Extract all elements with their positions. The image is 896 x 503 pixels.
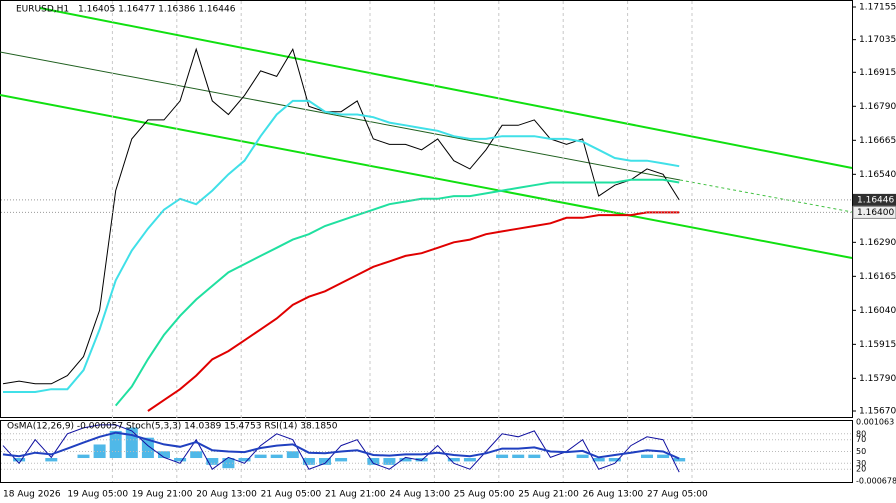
osma-bar: [608, 458, 621, 462]
trend-channel: [0, 7, 853, 259]
osma-bar: [399, 458, 412, 462]
osma-bar: [238, 458, 251, 462]
x-tick-label: 21 Aug 05:00: [261, 490, 322, 500]
y-tick-label: 1.16040: [859, 306, 896, 316]
y2-tick-label: 20: [856, 465, 866, 474]
symbol-title: EURUSD,H1: [16, 5, 69, 15]
y-tick-label: 1.15670: [859, 407, 896, 417]
level-label: 1.16400: [857, 208, 894, 218]
y2-tick-label: 30: [856, 459, 866, 468]
x-tick-label: 18 Aug 2026: [3, 490, 61, 500]
x-tick-label: 27 Aug 05:00: [647, 490, 708, 500]
y-tick-label: 1.17155: [859, 3, 896, 13]
osma-bar: [576, 454, 589, 459]
y-tick-label: 1.15915: [859, 340, 896, 350]
osma-bar: [641, 454, 653, 459]
osma-bar: [657, 454, 670, 459]
osma-bar: [383, 458, 396, 465]
y-tick-label: 1.16165: [859, 272, 896, 282]
osma-bar: [335, 458, 348, 462]
y2-tick-label: 80: [856, 429, 866, 438]
osma-bar: [77, 454, 90, 459]
osma-bar: [206, 458, 219, 465]
y-tick-label: 1.16915: [859, 68, 896, 78]
osma-bar: [13, 458, 26, 462]
moving-average: [147, 211, 680, 412]
x-tick-label: 19 Aug 05:00: [67, 490, 128, 500]
osma-bar: [319, 458, 331, 465]
osma-bar: [673, 458, 686, 462]
channel-mid: [0, 51, 681, 181]
osma-bar: [512, 454, 525, 459]
osma-bar: [174, 458, 187, 462]
osma-bar: [158, 451, 170, 459]
bid-label: 1.16446: [857, 195, 894, 205]
osma-bar: [415, 458, 428, 462]
y-tick-label: 1.16790: [859, 102, 896, 112]
osma-bar: [45, 458, 58, 462]
moving-average: [3, 99, 680, 393]
y-tick-label: 1.15790: [859, 374, 896, 384]
osma-bar: [463, 458, 476, 462]
x-tick-label: 25 Aug 21:00: [518, 490, 579, 500]
osma-bar: [222, 458, 235, 469]
channel-upper: [39, 7, 853, 169]
osma-bar: [125, 427, 138, 459]
oscillator-line: [2, 431, 680, 460]
moving-average: [114, 178, 680, 407]
x-tick-label: 21 Aug 21:00: [325, 490, 386, 500]
osma-bar: [270, 454, 283, 459]
osma-bar: [109, 430, 122, 459]
level-box: [852, 205, 896, 219]
y-tick-label: 1.16540: [859, 170, 896, 180]
bid-box: [853, 193, 896, 206]
price-line: [2, 47, 680, 385]
indicator-title: OsMA(12,26,9) -0.000057 Stoch(5,3,3) 14.…: [7, 422, 338, 432]
x-tick-label: 20 Aug 13:00: [196, 490, 257, 500]
osma-bar: [367, 458, 380, 465]
y-tick-label: -0.000678: [856, 477, 896, 486]
channel-lower: [0, 94, 853, 259]
y-tick-label: 0.001063: [856, 418, 894, 427]
osma-bar: [447, 458, 460, 462]
x-tick-label: 19 Aug 21:00: [132, 490, 193, 500]
y2-tick-label: 50: [856, 447, 866, 456]
osma-bar: [302, 458, 315, 465]
y-tick-label: 1.17035: [859, 35, 896, 45]
osma-bar: [528, 454, 541, 459]
osma-bar: [592, 458, 605, 462]
y-tick-label: 1.16665: [859, 136, 896, 146]
quote: 1.16405 1.16477 1.16386 1.16446: [78, 5, 236, 15]
channel-mid-ext: [679, 179, 853, 213]
osma-bar: [254, 454, 267, 459]
osma-bar: [93, 444, 106, 459]
x-tick-label: 24 Aug 13:00: [389, 490, 450, 500]
sub-frame: [0, 420, 853, 483]
osma-bar: [286, 451, 299, 459]
y2-tick-label: 70: [856, 435, 866, 444]
osma-bar: [190, 451, 203, 459]
osma-bar: [496, 454, 509, 459]
x-tick-label: 25 Aug 05:00: [454, 490, 515, 500]
x-tick-label: 26 Aug 13:00: [583, 490, 644, 500]
y-tick-label: 1.16290: [859, 238, 896, 248]
